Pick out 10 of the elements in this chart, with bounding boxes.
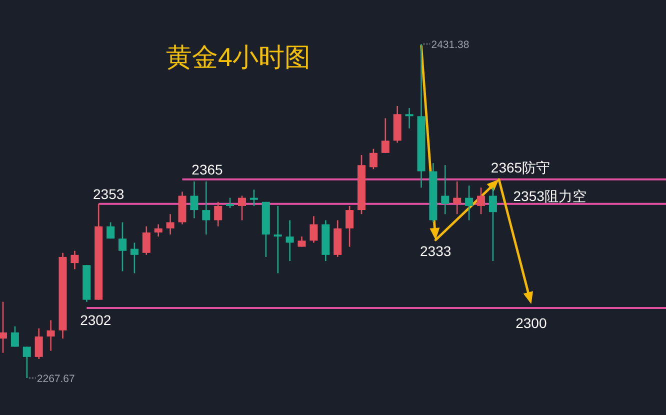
annotation: 2353阻力空 — [513, 188, 586, 204]
annotation: 2300 — [516, 315, 547, 332]
title: 黄金4小时图 — [166, 42, 310, 72]
annotation: 2431.38 — [431, 39, 470, 51]
annotation: 2267.67 — [36, 373, 75, 385]
ref-label: 2365 — [192, 161, 223, 178]
ref-label: 2302 — [80, 312, 112, 328]
ref-label: 2353 — [93, 186, 124, 202]
annotation: 2333 — [420, 243, 452, 259]
annotation: 2365防守 — [490, 159, 550, 176]
